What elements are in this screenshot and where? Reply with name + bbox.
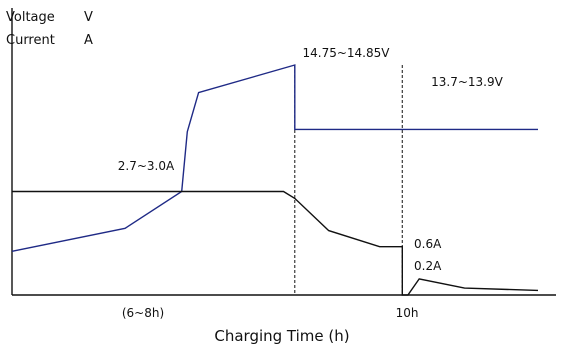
voltage-line bbox=[11, 64, 538, 252]
ylabel-voltage-unit: V bbox=[84, 10, 93, 25]
series-layer bbox=[11, 64, 539, 296]
label-14-75-14-85v: 14.75~14.85V bbox=[303, 46, 391, 60]
label-0-2a: 0.2A bbox=[414, 259, 442, 273]
current-line bbox=[12, 190, 539, 296]
x-tick-10h: 10h bbox=[396, 306, 419, 320]
label-0-6a: 0.6A bbox=[414, 237, 442, 251]
label-2-7-3-0a: 2.7~3.0A bbox=[118, 159, 175, 173]
x-ticks: (6~8h) 10h bbox=[122, 306, 419, 320]
guide-lines bbox=[294, 65, 403, 295]
ylabel-voltage: Voltage bbox=[6, 10, 55, 25]
ylabel-current: Current bbox=[6, 33, 55, 48]
y-axis-title: Voltage V Current A bbox=[6, 10, 93, 48]
ylabel-current-unit: A bbox=[84, 33, 93, 48]
data-labels: 14.75~14.85V 13.7~13.9V 2.7~3.0A 0.6A 0.2A bbox=[118, 46, 504, 273]
axes bbox=[11, 8, 556, 296]
x-tick-6-8h: (6~8h) bbox=[122, 306, 164, 320]
x-axis-title: Charging Time (h) bbox=[214, 327, 349, 345]
label-13-7-13-9v: 13.7~13.9V bbox=[431, 75, 503, 89]
